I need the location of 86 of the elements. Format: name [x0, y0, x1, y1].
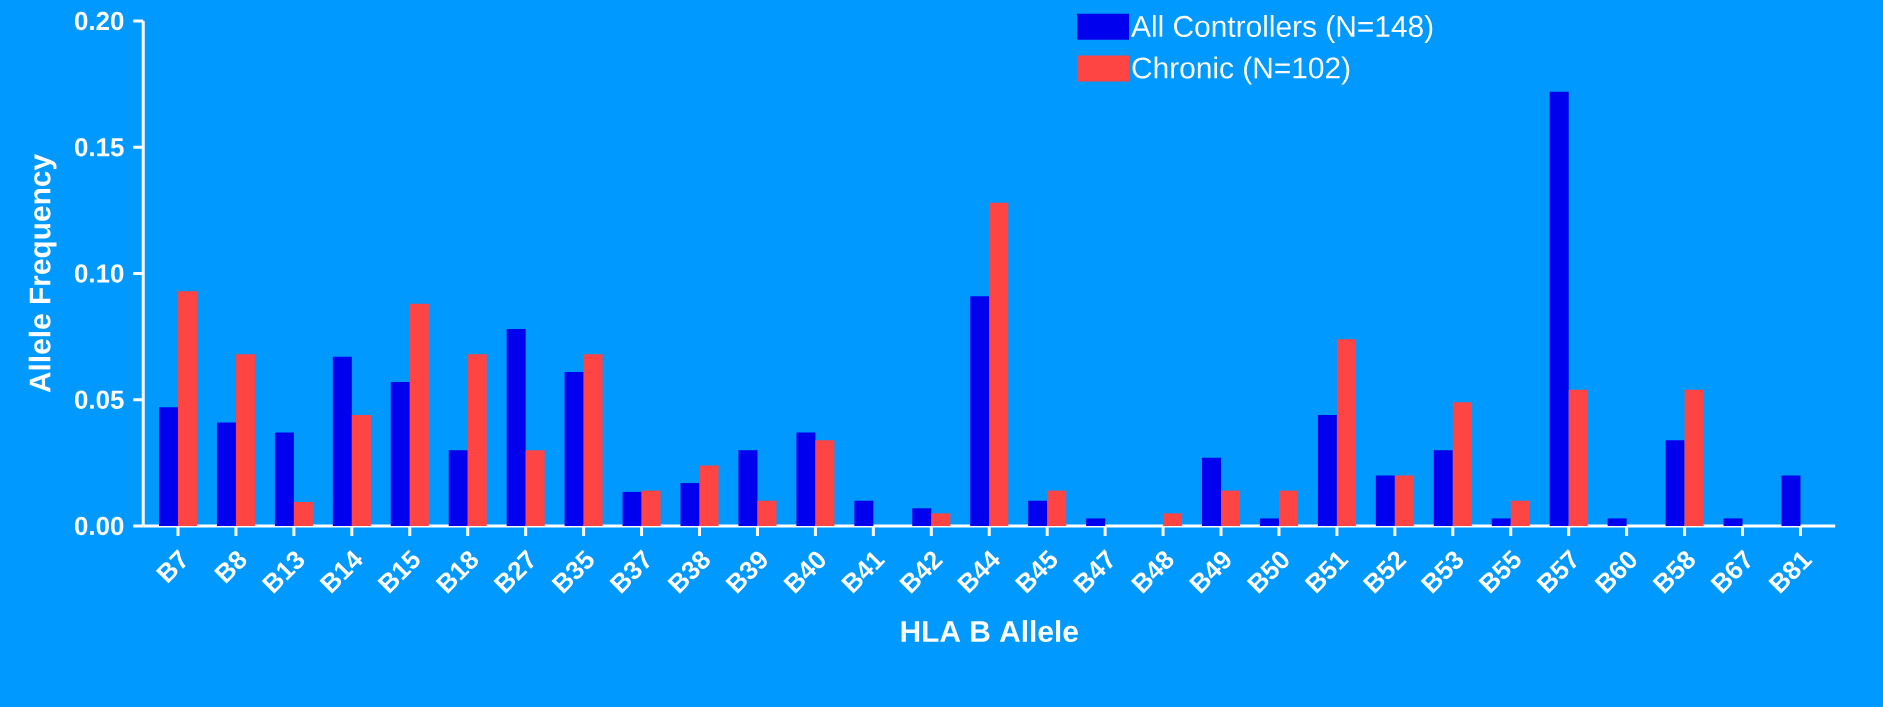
bar	[1221, 490, 1241, 526]
y-tick-label: 0.00	[75, 516, 124, 536]
bar	[1491, 518, 1511, 526]
bar	[293, 502, 313, 526]
bar	[1278, 490, 1298, 526]
bar	[216, 422, 236, 526]
bar	[815, 440, 835, 526]
bar	[757, 500, 777, 526]
bar	[1510, 500, 1530, 526]
bar	[564, 371, 584, 526]
bar	[796, 432, 816, 526]
y-tick-label: 0.05	[75, 390, 124, 409]
y-tick-label: 0.15	[75, 138, 124, 157]
x-tick-label: B52	[1362, 551, 1407, 594]
x-tick-label: B13	[261, 551, 305, 594]
bar	[1665, 440, 1685, 526]
bar	[622, 491, 642, 526]
x-tick-label: B60	[1594, 551, 1637, 594]
bar	[351, 414, 371, 526]
bar	[274, 432, 294, 526]
bar	[583, 354, 603, 526]
bar	[525, 450, 545, 526]
x-tick-label: B35	[551, 549, 594, 594]
x-tick-label: B8	[213, 551, 247, 584]
bar	[390, 382, 410, 526]
x-tick-label: B40	[783, 551, 825, 594]
x-tick-label: B27	[493, 549, 534, 594]
bar	[989, 202, 1009, 526]
bar	[931, 513, 951, 526]
x-tick-label: B7	[155, 549, 186, 584]
x-tick-label: B38	[667, 551, 710, 594]
bar	[1336, 339, 1356, 526]
bar	[1433, 450, 1453, 526]
bar	[506, 329, 526, 526]
x-tick-label: B58	[1652, 551, 1695, 594]
bar	[159, 407, 178, 526]
x-tick-label: B42	[899, 551, 944, 594]
bar	[409, 303, 429, 526]
bar	[738, 450, 758, 526]
bar	[332, 356, 352, 526]
bar	[912, 508, 932, 526]
bar	[1607, 518, 1627, 526]
x-tick-label: B14	[319, 550, 363, 594]
x-tick-label: B18	[435, 551, 478, 594]
bar	[970, 296, 990, 526]
x-tick-label: B39	[725, 551, 767, 594]
legend-label: All Controllers (N=148)	[1131, 15, 1433, 43]
x-tick-label: B51	[1304, 551, 1349, 594]
bar	[1394, 475, 1414, 526]
bar	[1317, 414, 1337, 526]
x-axis-title: HLA B Allele	[901, 620, 1078, 643]
x-tick-label: B81	[1768, 552, 1813, 594]
x-tick-label: B55	[1478, 549, 1521, 594]
bar	[1375, 475, 1395, 526]
bar	[178, 291, 197, 526]
bar	[1202, 457, 1222, 526]
x-tick-label: B48	[1130, 551, 1174, 594]
x-tick-label: B49	[1188, 551, 1231, 594]
bar	[1259, 518, 1279, 526]
y-axis-title: Allele Frequency	[28, 154, 57, 393]
legend-label: Chronic (N=102)	[1132, 56, 1350, 85]
bar	[680, 483, 700, 526]
x-tick-label: B45	[1014, 549, 1058, 594]
bar	[235, 354, 255, 526]
bar	[1452, 402, 1472, 526]
x-tick-label: B50	[1246, 551, 1289, 594]
bar	[1568, 389, 1588, 526]
x-tick-label: B41	[840, 551, 886, 594]
y-tick-label: 0.20	[75, 11, 124, 31]
bar	[1684, 389, 1704, 526]
bar	[1781, 475, 1801, 526]
bar	[641, 490, 661, 526]
bar	[1549, 91, 1569, 526]
y-tick-label: 0.10	[75, 264, 124, 283]
bar	[1086, 518, 1106, 526]
x-tick-label: B15	[377, 549, 420, 594]
bar	[1163, 513, 1183, 526]
bar	[467, 354, 487, 526]
bar	[854, 500, 874, 526]
bar	[699, 465, 719, 526]
x-tick-label: B53	[1420, 551, 1464, 594]
bar	[1028, 500, 1048, 526]
bar	[448, 450, 468, 526]
x-tick-label: B44	[956, 550, 1001, 594]
bar	[1047, 490, 1067, 526]
bar	[1723, 518, 1743, 526]
